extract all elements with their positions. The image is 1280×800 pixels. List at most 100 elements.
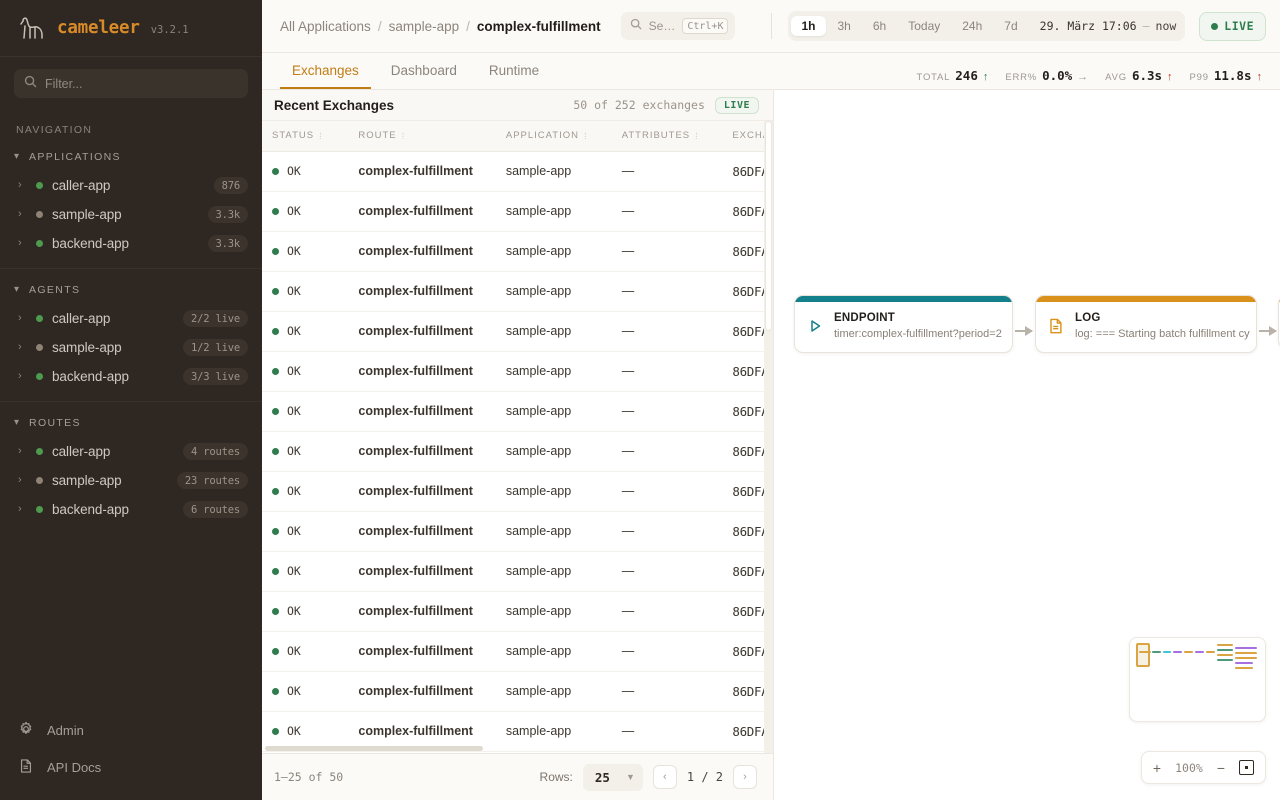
- toolbar-divider: [771, 13, 773, 39]
- scrollbar-thumb[interactable]: [265, 746, 483, 751]
- node-subtitle: log: === Starting batch fulfillment cy: [1075, 327, 1250, 340]
- cell-application: sample-app: [495, 471, 612, 512]
- table-row[interactable]: OKcomplex-fulfillmentsample-app—86DFA10E…: [262, 551, 773, 592]
- table-scroll-container[interactable]: STATUS ⁞ ROUTE ⁞ APPLICATION ⁞ ATTRIBUTES ⁞ …: [262, 121, 773, 753]
- cell-route: complex-fulfillment: [348, 471, 496, 512]
- table-row[interactable]: OKcomplex-fulfillmentsample-app—86DFA10E…: [262, 311, 773, 352]
- status-dot: [272, 167, 279, 175]
- breadcrumb-item-all-applications[interactable]: All Applications: [280, 18, 371, 34]
- next-page-button[interactable]: ›: [733, 765, 757, 789]
- table-row[interactable]: OKcomplex-fulfillmentsample-app—86DFA10E…: [262, 191, 773, 232]
- search-box[interactable]: Se… Ctrl+K: [620, 12, 736, 40]
- sidebar-item-applications-sample-app[interactable]: › sample-app 3.3k: [0, 200, 262, 229]
- table-row[interactable]: OKcomplex-fulfillmentsample-app—86DFA10E…: [262, 351, 773, 392]
- minimap-node: [1206, 651, 1215, 653]
- live-toggle[interactable]: LIVE: [1199, 11, 1266, 41]
- rows-per-page-select[interactable]: 25 ▼: [582, 763, 643, 791]
- vertical-scrollbar[interactable]: [764, 121, 773, 753]
- brand[interactable]: cameleer v3.2.1: [0, 0, 262, 57]
- sidebar-item-badge: 1/2 live: [183, 339, 248, 356]
- group-title: APPLICATIONS: [29, 151, 121, 163]
- tab-runtime[interactable]: Runtime: [488, 63, 540, 78]
- time-range-today[interactable]: Today: [908, 19, 941, 33]
- sidebar-item-routes-caller-app[interactable]: › caller-app 4 routes: [0, 437, 262, 466]
- time-range-7d[interactable]: 7d: [1004, 19, 1018, 33]
- time-range-6h[interactable]: 6h: [872, 19, 887, 33]
- flow-edge-2: [1259, 326, 1277, 336]
- sidebar-item-agents-backend-app[interactable]: › backend-app 3/3 live: [0, 362, 262, 391]
- table-row[interactable]: OKcomplex-fulfillmentsample-app—86DFA10E…: [262, 231, 773, 272]
- group-header-agents[interactable]: ▾ AGENTS: [0, 279, 262, 304]
- time-range-24h[interactable]: 24h: [962, 19, 983, 33]
- breadcrumb: All Applications / sample-app / complex-…: [280, 19, 601, 34]
- column-header-status[interactable]: STATUS ⁞: [262, 121, 349, 152]
- sidebar-item-applications-caller-app[interactable]: › caller-app 876: [0, 171, 262, 200]
- table-row[interactable]: OKcomplex-fulfillmentsample-app—86DFA10E…: [262, 151, 773, 192]
- chevron-right-icon: ›: [18, 474, 22, 486]
- group-title: ROUTES: [29, 417, 81, 429]
- sidebar-item-label: sample-app: [52, 207, 122, 222]
- sort-icon: ⁞: [583, 130, 586, 141]
- table-row[interactable]: OKcomplex-fulfillmentsample-app—86DFA10E…: [262, 711, 773, 752]
- horizontal-scrollbar[interactable]: [262, 746, 764, 753]
- metric-err-pct: ERR% 0.0% →: [1005, 68, 1088, 83]
- column-header-route[interactable]: ROUTE ⁞: [348, 121, 496, 152]
- column-header-attributes[interactable]: ATTRIBUTES ⁞: [611, 121, 723, 152]
- sidebar-item-admin[interactable]: Admin: [0, 712, 262, 749]
- time-range-display[interactable]: 29. März 17:06 — now: [1030, 19, 1183, 33]
- cell-status: OK: [262, 591, 349, 632]
- fit-view-icon[interactable]: [1239, 760, 1254, 775]
- table-row[interactable]: OKcomplex-fulfillmentsample-app—86DFA10E…: [262, 431, 773, 472]
- time-range-3h[interactable]: 3h: [837, 19, 851, 33]
- sidebar-item-agents-sample-app[interactable]: › sample-app 1/2 live: [0, 333, 262, 362]
- gear-icon: [18, 721, 34, 740]
- range-to: now: [1155, 19, 1177, 33]
- table-row[interactable]: OKcomplex-fulfillmentsample-app—86DFA10E…: [262, 471, 773, 512]
- sidebar-item-badge: 3.3k: [207, 206, 248, 223]
- filter-input[interactable]: [45, 76, 238, 91]
- minimap-node: [1139, 651, 1151, 653]
- filter-box[interactable]: [14, 69, 248, 98]
- cell-attributes: —: [611, 151, 723, 192]
- tab-dashboard[interactable]: Dashboard: [390, 63, 457, 78]
- minimap-node: [1195, 651, 1204, 653]
- group-header-applications[interactable]: ▾ APPLICATIONS: [0, 146, 262, 171]
- sidebar-item-badge: 3/3 live: [183, 368, 248, 385]
- table-row[interactable]: OKcomplex-fulfillmentsample-app—86DFA10E…: [262, 671, 773, 712]
- breadcrumb-item-current[interactable]: complex-fulfillment: [476, 18, 601, 34]
- sidebar-item-badge: 23 routes: [176, 472, 248, 489]
- camel-icon: [18, 15, 48, 41]
- column-header-application[interactable]: APPLICATION ⁞: [495, 121, 612, 152]
- status-dot: [272, 567, 279, 575]
- prev-page-button[interactable]: ‹: [652, 765, 677, 789]
- breadcrumb-item-sample-app[interactable]: sample-app: [388, 18, 460, 34]
- cell-route: complex-fulfillment: [348, 151, 496, 192]
- zoom-in-button[interactable]: +: [1152, 759, 1162, 776]
- minimap-viewport[interactable]: [1136, 643, 1150, 667]
- sidebar-item-agents-caller-app[interactable]: › caller-app 2/2 live: [0, 304, 262, 333]
- table-row[interactable]: OKcomplex-fulfillmentsample-app—86DFA10E…: [262, 271, 773, 312]
- cell-application: sample-app: [495, 351, 612, 392]
- minimap[interactable]: [1129, 637, 1266, 722]
- group-header-routes[interactable]: ▾ ROUTES: [0, 412, 262, 437]
- table-row[interactable]: OKcomplex-fulfillmentsample-app—86DFA10E…: [262, 511, 773, 552]
- tab-exchanges[interactable]: Exchanges: [280, 55, 371, 89]
- scrollbar-thumb[interactable]: [765, 121, 772, 331]
- flow-node-log[interactable]: LOG log: === Starting batch fulfillment …: [1035, 295, 1257, 353]
- time-range-1h[interactable]: 1h: [791, 16, 826, 36]
- route-flow-canvas[interactable]: ENDPOINT timer:complex-fulfillment?perio…: [774, 90, 1280, 800]
- flow-node-endpoint[interactable]: ENDPOINT timer:complex-fulfillment?perio…: [794, 295, 1013, 353]
- sidebar-item-routes-sample-app[interactable]: › sample-app 23 routes: [0, 466, 262, 495]
- chevron-right-icon: ›: [18, 237, 22, 249]
- table-row[interactable]: OKcomplex-fulfillmentsample-app—86DFA10E…: [262, 631, 773, 672]
- minimap-node: [1217, 659, 1233, 661]
- sidebar-item-applications-backend-app[interactable]: › backend-app 3.3k: [0, 229, 262, 258]
- zoom-out-button[interactable]: −: [1216, 759, 1225, 776]
- table-row[interactable]: OKcomplex-fulfillmentsample-app—86DFA10E…: [262, 391, 773, 432]
- status-text: OK: [287, 244, 301, 258]
- metric-trend-icon: ↑: [982, 71, 989, 83]
- table-row[interactable]: OKcomplex-fulfillmentsample-app—86DFA10E…: [262, 591, 773, 632]
- status-dot: [36, 344, 43, 351]
- sidebar-item-routes-backend-app[interactable]: › backend-app 6 routes: [0, 495, 262, 524]
- sidebar-item-api-docs[interactable]: API Docs: [0, 749, 262, 786]
